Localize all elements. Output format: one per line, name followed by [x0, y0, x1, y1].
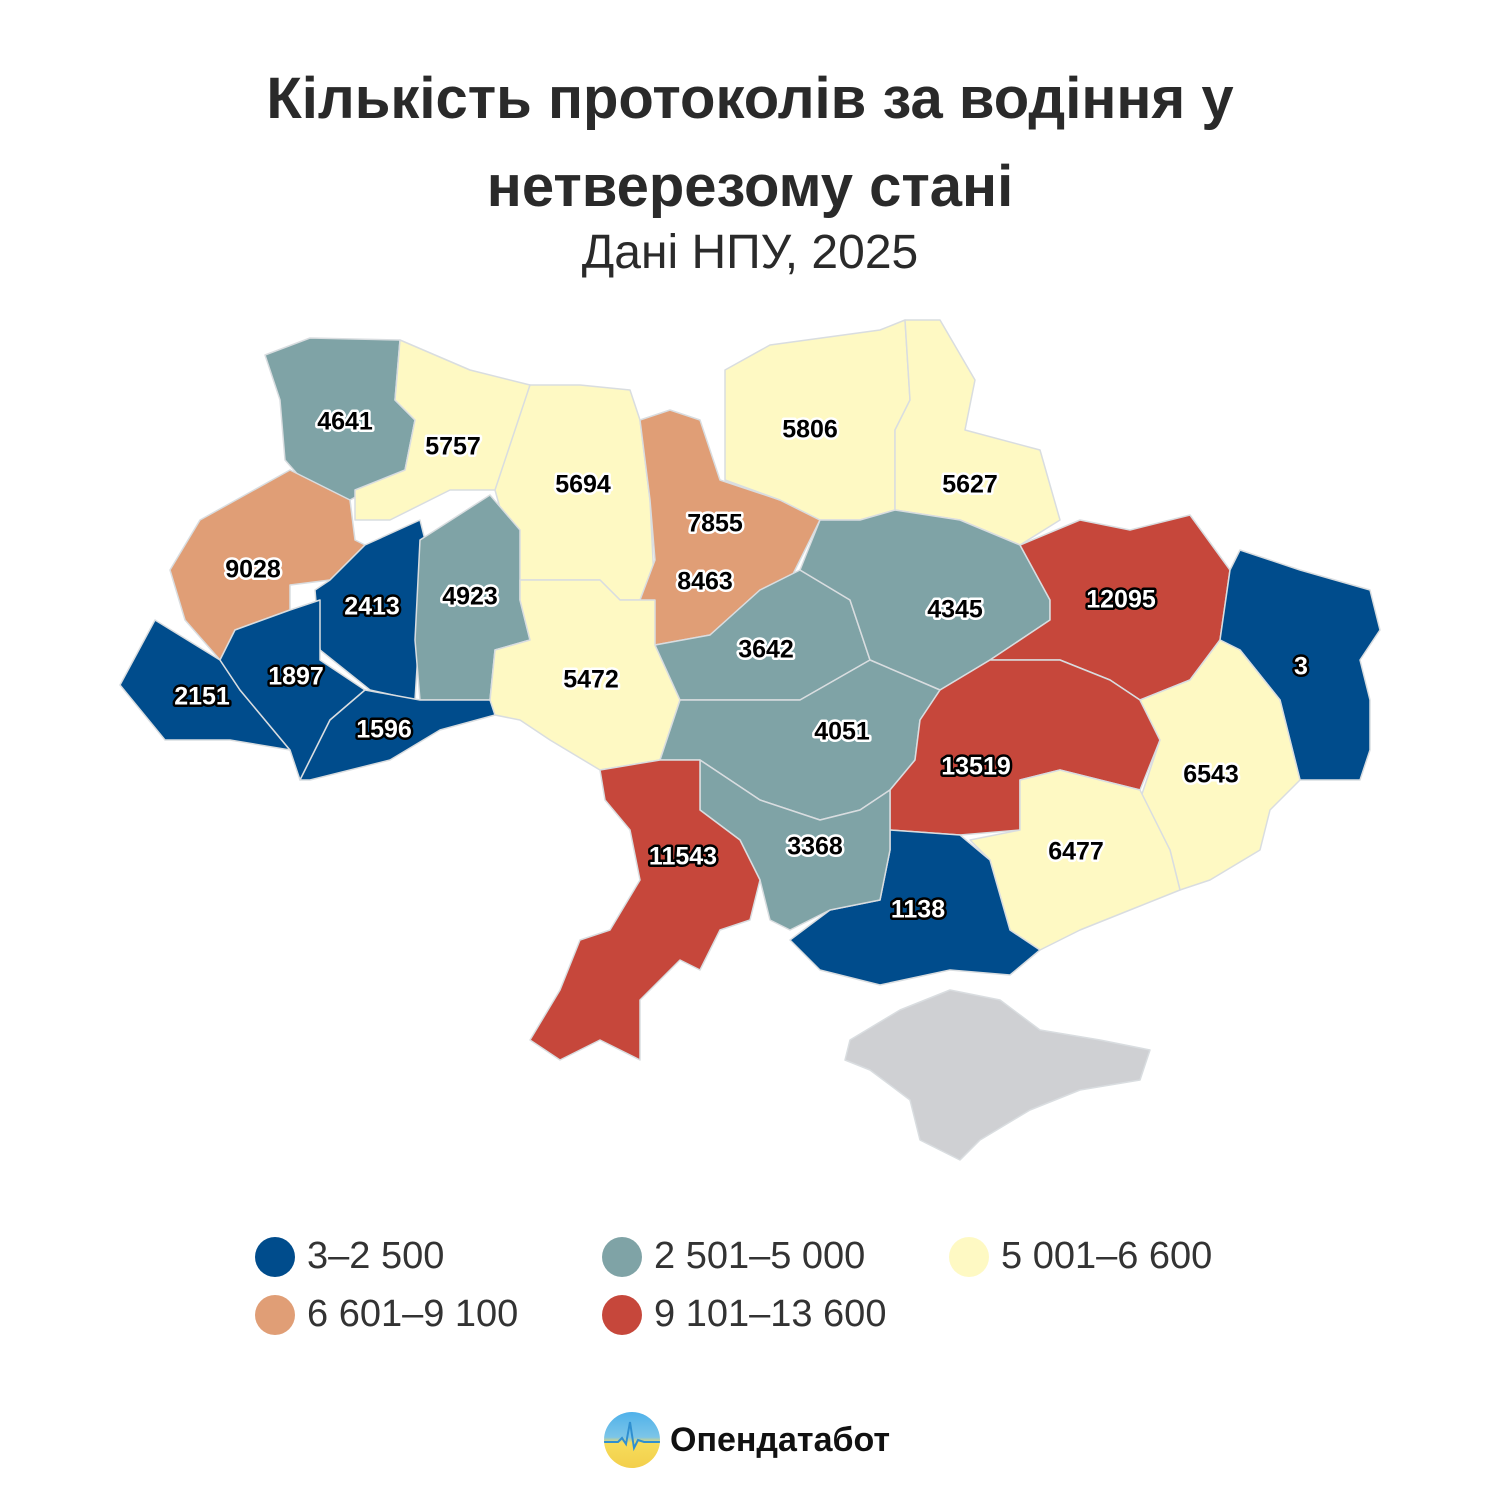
region-label: 4923: [442, 583, 498, 611]
region-label: 4051: [814, 718, 870, 746]
legend-label: 6 601–9 100: [307, 1293, 519, 1335]
legend-swatch: [602, 1294, 642, 1335]
legend-label: 2 501–5 000: [654, 1235, 866, 1277]
region-ternopil: [314, 519, 426, 701]
region-label: 1138: [891, 896, 945, 924]
region-label: 3642: [738, 636, 794, 664]
region-label: 4641: [317, 408, 373, 436]
region-label: 11543: [649, 843, 717, 871]
legend-item: 2 501–5 000: [602, 1235, 865, 1278]
region-zaporizhzhia: [969, 769, 1181, 951]
region-crimea: [844, 989, 1151, 1161]
region-label: 8463: [677, 568, 733, 596]
region-sumy: [894, 319, 1061, 546]
region-label: 5806: [782, 416, 838, 444]
legend-item: 5 001–6 600: [949, 1235, 1212, 1278]
region-label: 2413: [344, 593, 400, 621]
region-label: 9028: [225, 556, 281, 584]
legend-swatch: [255, 1294, 295, 1335]
region-label: 1596: [356, 716, 412, 744]
region-label: 2151: [174, 683, 230, 711]
chart-subtitle: Дані НПУ, 2025: [581, 226, 919, 279]
region-vinnytsia: [489, 579, 681, 771]
brand-logo: Опендатабот: [604, 1412, 890, 1468]
legend-item: 9 101–13 600: [602, 1293, 886, 1336]
region-label: 5694: [555, 471, 611, 499]
region-label: 5472: [563, 666, 619, 694]
region-label: 7855: [687, 510, 743, 538]
region-label: 1897: [268, 663, 324, 691]
region-rivne: [354, 339, 531, 521]
legend-item: 6 601–9 100: [255, 1293, 518, 1336]
chart-title: Кількість протоколів за водіння у нетвер…: [0, 55, 1500, 231]
region-label: 4345: [927, 596, 983, 624]
region-label: 5627: [942, 471, 998, 499]
region-label: 3: [1294, 653, 1308, 681]
region-label: 6543: [1183, 761, 1239, 789]
region-odesa: [529, 759, 761, 1061]
legend-label: 5 001–6 600: [1001, 1235, 1213, 1277]
legend-item: 3–2 500: [255, 1235, 444, 1278]
region-label: 13519: [941, 753, 1011, 781]
legend-label: 3–2 500: [307, 1235, 445, 1277]
legend-label: 9 101–13 600: [654, 1293, 887, 1335]
region-label: 3368: [787, 833, 843, 861]
region-label: 5757: [425, 433, 481, 461]
legend-swatch: [255, 1236, 295, 1277]
title-line-1: Кількість протоколів за водіння у: [266, 66, 1234, 131]
brand-name: Опендатабот: [670, 1420, 891, 1459]
region-chernivtsi: [299, 689, 496, 781]
legend-swatch: [602, 1236, 642, 1277]
region-label: 12095: [1086, 586, 1156, 614]
region-label: 6477: [1048, 838, 1104, 866]
legend-swatch: [949, 1236, 989, 1277]
title-line-2: нетверезому стані: [486, 154, 1014, 219]
heartbeat-globe-icon: [604, 1412, 660, 1468]
